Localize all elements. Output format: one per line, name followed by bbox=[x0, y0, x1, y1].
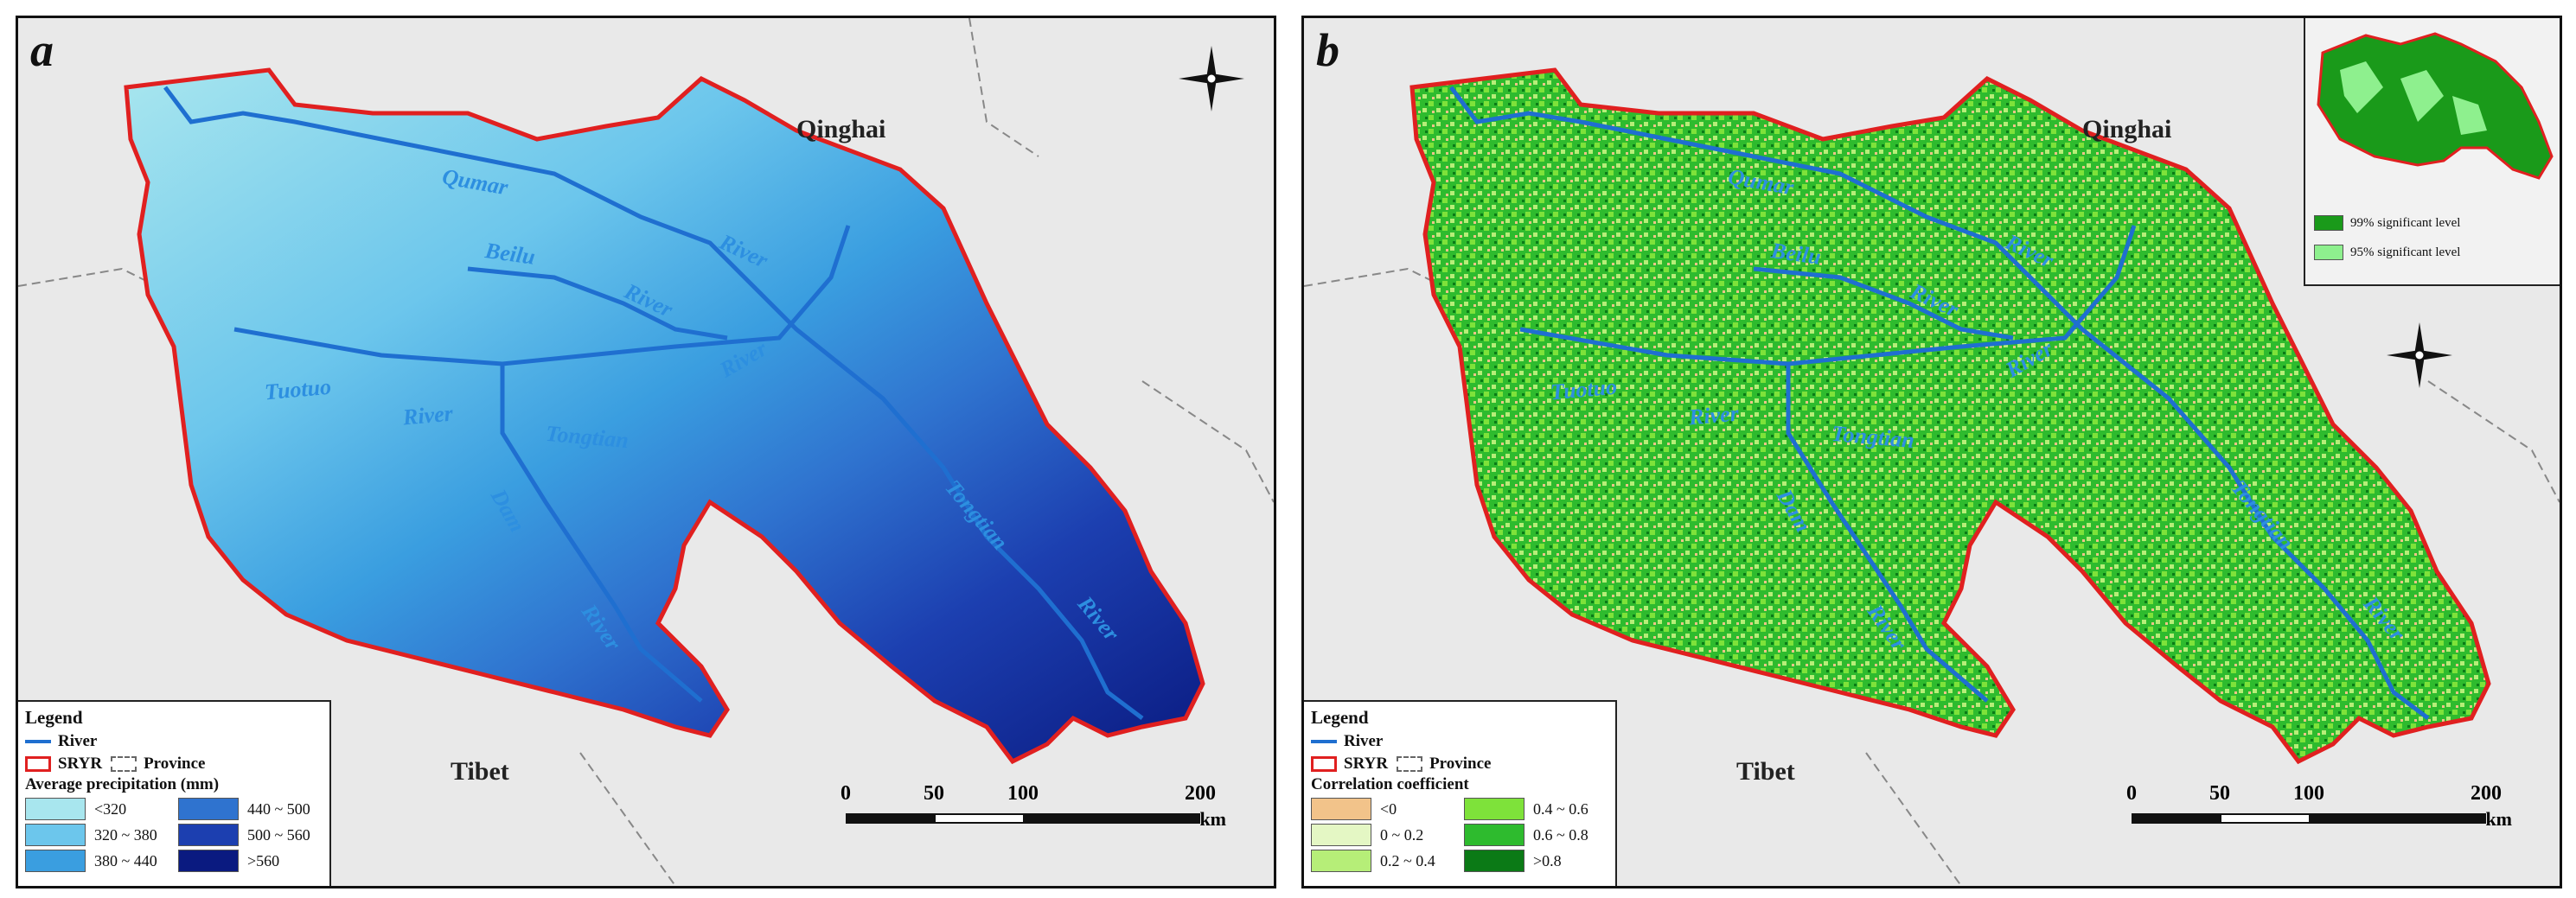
legend-class: 440 ~ 500 bbox=[178, 798, 323, 820]
scale-tick: 200 bbox=[2471, 782, 2502, 805]
legend-class: 0 ~ 0.2 bbox=[1311, 824, 1455, 846]
legend-class: >0.8 bbox=[1464, 850, 1608, 872]
region-label-south: Tibet bbox=[1736, 757, 1795, 786]
river-swatch bbox=[25, 740, 51, 743]
panel-label: b bbox=[1316, 24, 1339, 76]
srvyr-swatch bbox=[1311, 756, 1337, 772]
legend-title: Legend bbox=[1311, 707, 1369, 728]
legend-class: >560 bbox=[178, 850, 323, 872]
legend: Legend River SRYR Province Correlation c… bbox=[1304, 700, 1617, 886]
scale-bar: 0 50 100 200 km bbox=[841, 782, 1226, 843]
inset-map bbox=[2317, 32, 2554, 180]
legend-variable: Average precipitation (mm) bbox=[25, 775, 220, 793]
legend-class: <320 bbox=[25, 798, 169, 820]
legend-class: 0.6 ~ 0.8 bbox=[1464, 824, 1608, 846]
legend: Legend River SRYR Province Average preci… bbox=[18, 700, 331, 886]
scale-unit: km bbox=[2485, 808, 2512, 830]
legend-classes: <320 440 ~ 500 320 ~ 380 500 ~ 560 380 ~… bbox=[25, 798, 323, 872]
legend-river-label: River bbox=[58, 732, 98, 750]
province-swatch bbox=[111, 756, 137, 772]
legend-province-label: Province bbox=[144, 755, 206, 773]
north-arrow-icon bbox=[2387, 322, 2452, 388]
region-label-south: Tibet bbox=[451, 757, 509, 786]
legend-title: Legend bbox=[25, 707, 83, 728]
panel-label: a bbox=[30, 24, 54, 76]
legend-srvyr-label: SRYR bbox=[58, 755, 103, 773]
legend-class: 0.2 ~ 0.4 bbox=[1311, 850, 1455, 872]
correlation-map bbox=[1304, 67, 2560, 886]
river-network bbox=[1449, 86, 2430, 720]
river-swatch bbox=[1311, 740, 1337, 743]
legend-class: 320 ~ 380 bbox=[25, 824, 169, 846]
legend-river-label: River bbox=[1344, 732, 1384, 750]
scale-bar: 0 50 100 200 km bbox=[2126, 782, 2512, 843]
river-label: River bbox=[1687, 400, 1740, 430]
basin-srvyr bbox=[1409, 67, 2491, 765]
scale-tick: 50 bbox=[924, 782, 944, 805]
inset-legend-item: 99% significant level bbox=[2314, 215, 2460, 231]
river-label: River bbox=[401, 400, 454, 430]
map-panel-a: a Qinghai Tibet Qumar River Beilu River … bbox=[16, 16, 1276, 888]
legend-class: 0.4 ~ 0.6 bbox=[1464, 798, 1608, 820]
scale-tick: 100 bbox=[2293, 782, 2324, 805]
legend-class: 380 ~ 440 bbox=[25, 850, 169, 872]
north-arrow-icon bbox=[1179, 46, 1244, 111]
legend-variable: Correlation coefficient bbox=[1311, 775, 1469, 793]
river-network bbox=[163, 86, 1144, 720]
significance-inset: 99% significant level 95% significant le… bbox=[2304, 18, 2560, 286]
legend-classes: <0 0.4 ~ 0.6 0 ~ 0.2 0.6 ~ 0.8 0.2 ~ 0.4… bbox=[1311, 798, 1608, 872]
region-label-north: Qinghai bbox=[796, 115, 886, 143]
precipitation-map bbox=[18, 18, 1274, 886]
scale-unit: km bbox=[1199, 808, 1226, 830]
scale-tick: 0 bbox=[2126, 782, 2137, 805]
legend-class: 500 ~ 560 bbox=[178, 824, 323, 846]
scale-tick: 200 bbox=[1185, 782, 1216, 805]
basin-srvyr bbox=[124, 67, 1205, 765]
scale-tick: 0 bbox=[841, 782, 851, 805]
legend-srvyr-label: SRYR bbox=[1344, 755, 1389, 773]
legend-class: <0 bbox=[1311, 798, 1455, 820]
inset-legend-item: 95% significant level bbox=[2314, 245, 2460, 260]
legend-province-label: Province bbox=[1429, 755, 1492, 773]
map-panel-b: b Qinghai Tibet Qumar River Beilu River … bbox=[1301, 16, 2562, 888]
scale-tick: 100 bbox=[1007, 782, 1039, 805]
province-swatch bbox=[1397, 756, 1423, 772]
srvyr-swatch bbox=[25, 756, 51, 772]
scale-tick: 50 bbox=[2209, 782, 2230, 805]
region-label-north: Qinghai bbox=[2082, 115, 2172, 143]
